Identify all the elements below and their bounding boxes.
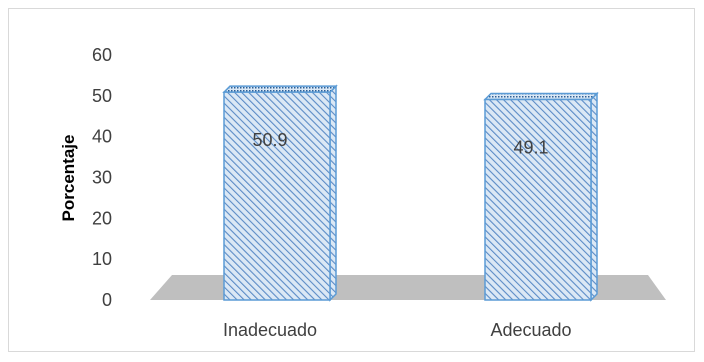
x-category-label: Inadecuado: [223, 320, 317, 340]
y-tick-label: 30: [92, 168, 112, 188]
bar-front-face: [223, 91, 331, 301]
data-label: 49.1: [513, 138, 548, 158]
bar-adecuado: 49.1: [483, 91, 599, 302]
y-axis-title: Porcentaje: [59, 135, 78, 222]
bars: 50.9 49.1: [222, 84, 599, 302]
y-tick-label: 20: [92, 208, 112, 228]
y-tick-label: 40: [92, 127, 112, 147]
y-tick-label: 0: [102, 290, 112, 310]
x-axis-categories: Inadecuado Adecuado: [223, 320, 572, 340]
bar-inadecuado: 50.9: [222, 84, 338, 302]
bar-top-face: [222, 85, 338, 93]
bar-side-face: [329, 84, 337, 302]
y-axis-ticks: 0 10 20 30 40 50 60: [92, 45, 112, 310]
data-label: 50.9: [252, 130, 287, 150]
bar-top-face: [483, 92, 599, 101]
bar-side-face: [590, 91, 598, 302]
y-tick-label: 50: [92, 86, 112, 106]
x-category-label: Adecuado: [490, 320, 571, 340]
bar-front-face: [484, 98, 592, 301]
y-tick-label: 60: [92, 45, 112, 65]
y-tick-label: 10: [92, 249, 112, 269]
